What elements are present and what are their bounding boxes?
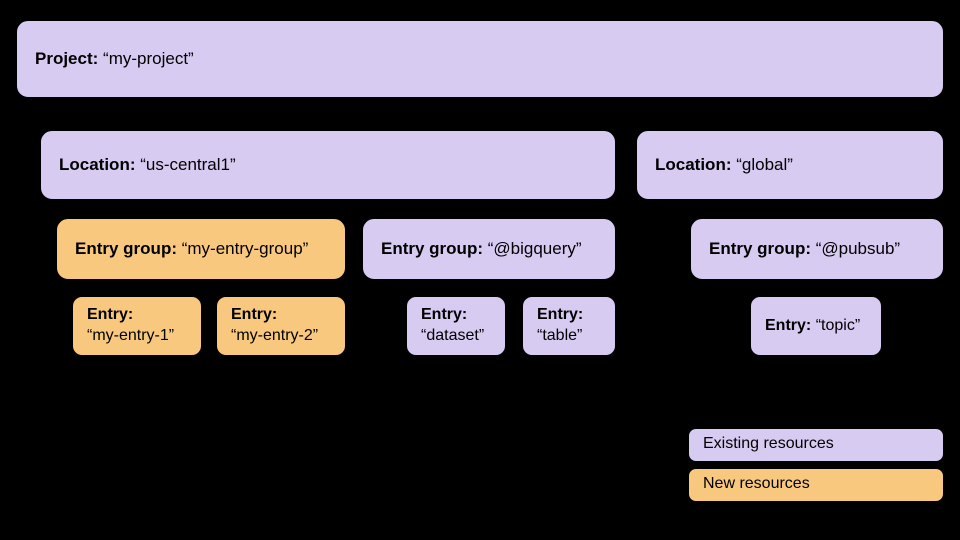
- entry-group-label: Entry group: [709, 239, 805, 258]
- entry-value: “table”: [537, 327, 582, 344]
- location-label: Location: [655, 155, 726, 174]
- entry-box-my-entry-1: Entry:“my-entry-1”: [72, 296, 202, 356]
- entry-label: Entry: [87, 306, 128, 323]
- entry-group-box-pubsub: Entry group: “@pubsub”: [690, 218, 944, 280]
- entry-group-box-bigquery: Entry group: “@bigquery”: [362, 218, 616, 280]
- entry-group-value: “my-entry-group”: [182, 239, 309, 258]
- entry-box-dataset: Entry:“dataset”: [406, 296, 506, 356]
- entry-group-value: “@pubsub”: [816, 239, 900, 258]
- entry-box-table: Entry:“table”: [522, 296, 616, 356]
- entry-label: Entry: [765, 317, 806, 334]
- entry-value: “my-entry-2”: [231, 327, 318, 344]
- entry-label: Entry: [537, 306, 578, 323]
- legend-new-label: New resources: [703, 475, 810, 492]
- entry-group-value: “@bigquery”: [488, 239, 582, 258]
- location-label: Location: [59, 155, 130, 174]
- entry-value: “dataset”: [421, 327, 484, 344]
- location-box-us-central1: Location: “us-central1”: [40, 130, 616, 200]
- entry-label: Entry: [231, 306, 272, 323]
- entry-value: “my-entry-1”: [87, 327, 174, 344]
- entry-group-box-my-entry-group: Entry group: “my-entry-group”: [56, 218, 346, 280]
- location-box-global: Location: “global”: [636, 130, 944, 200]
- legend-existing: Existing resources: [688, 428, 944, 462]
- entry-value: “topic”: [816, 317, 860, 334]
- legend-existing-label: Existing resources: [703, 435, 834, 452]
- entry-box-my-entry-2: Entry:“my-entry-2”: [216, 296, 346, 356]
- entry-box-topic: Entry: “topic”: [750, 296, 882, 356]
- location-value: “us-central1”: [140, 155, 235, 174]
- legend-new: New resources: [688, 468, 944, 502]
- project-box: Project: “my-project”: [16, 20, 944, 98]
- entry-group-label: Entry group: [381, 239, 477, 258]
- entry-label: Entry: [421, 306, 462, 323]
- project-label: Project: [35, 49, 93, 68]
- project-value: “my-project”: [103, 49, 194, 68]
- entry-group-label: Entry group: [75, 239, 171, 258]
- location-value: “global”: [736, 155, 793, 174]
